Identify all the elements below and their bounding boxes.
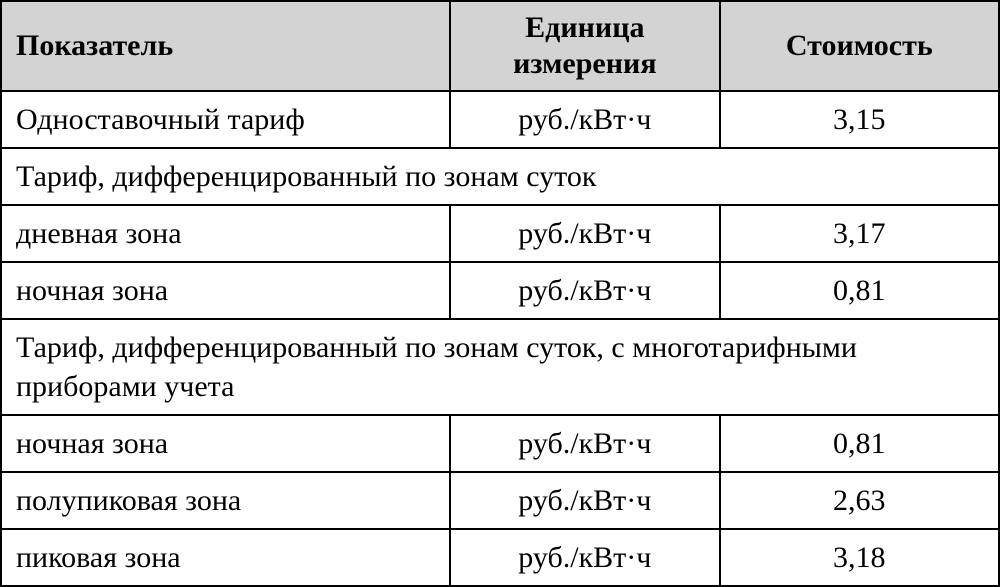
cell-indicator: ночная зона (1, 262, 450, 319)
cell-unit: руб./кВт·ч (450, 91, 719, 148)
cell-indicator: Одноставочный тариф (1, 91, 450, 148)
table-header: Показатель Единица измерения Стоимость (1, 1, 999, 91)
table-row: полупиковая зона руб./кВт·ч 2,63 (1, 472, 999, 529)
table-row: ночная зона руб./кВт·ч 0,81 (1, 262, 999, 319)
cell-indicator: дневная зона (1, 205, 450, 262)
section-row: Тариф, дифференцированный по зонам суток (1, 148, 999, 205)
cell-unit: руб./кВт·ч (450, 472, 719, 529)
header-indicator: Показатель (1, 1, 450, 91)
tariff-table: Показатель Единица измерения Стоимость О… (0, 0, 1000, 587)
cell-cost: 3,15 (720, 91, 999, 148)
tariff-table-container: Показатель Единица измерения Стоимость О… (0, 0, 1000, 587)
cell-unit: руб./кВт·ч (450, 415, 719, 472)
header-cost: Стоимость (720, 1, 999, 91)
table-row: ночная зона руб./кВт·ч 0,81 (1, 415, 999, 472)
section-text: Тариф, дифференцированный по зонам суток (1, 148, 999, 205)
section-text: Тариф, дифференцированный по зонам суток… (1, 319, 999, 415)
header-unit: Единица измерения (450, 1, 719, 91)
header-row: Показатель Единица измерения Стоимость (1, 1, 999, 91)
cell-cost: 0,81 (720, 262, 999, 319)
cell-indicator: ночная зона (1, 415, 450, 472)
cell-cost: 2,63 (720, 472, 999, 529)
table-row: дневная зона руб./кВт·ч 3,17 (1, 205, 999, 262)
cell-unit: руб./кВт·ч (450, 262, 719, 319)
cell-unit: руб./кВт·ч (450, 205, 719, 262)
cell-cost: 3,17 (720, 205, 999, 262)
table-row: Одноставочный тариф руб./кВт·ч 3,15 (1, 91, 999, 148)
cell-cost: 0,81 (720, 415, 999, 472)
table-body: Одноставочный тариф руб./кВт·ч 3,15 Тари… (1, 91, 999, 586)
cell-indicator: полупиковая зона (1, 472, 450, 529)
section-row: Тариф, дифференцированный по зонам суток… (1, 319, 999, 415)
